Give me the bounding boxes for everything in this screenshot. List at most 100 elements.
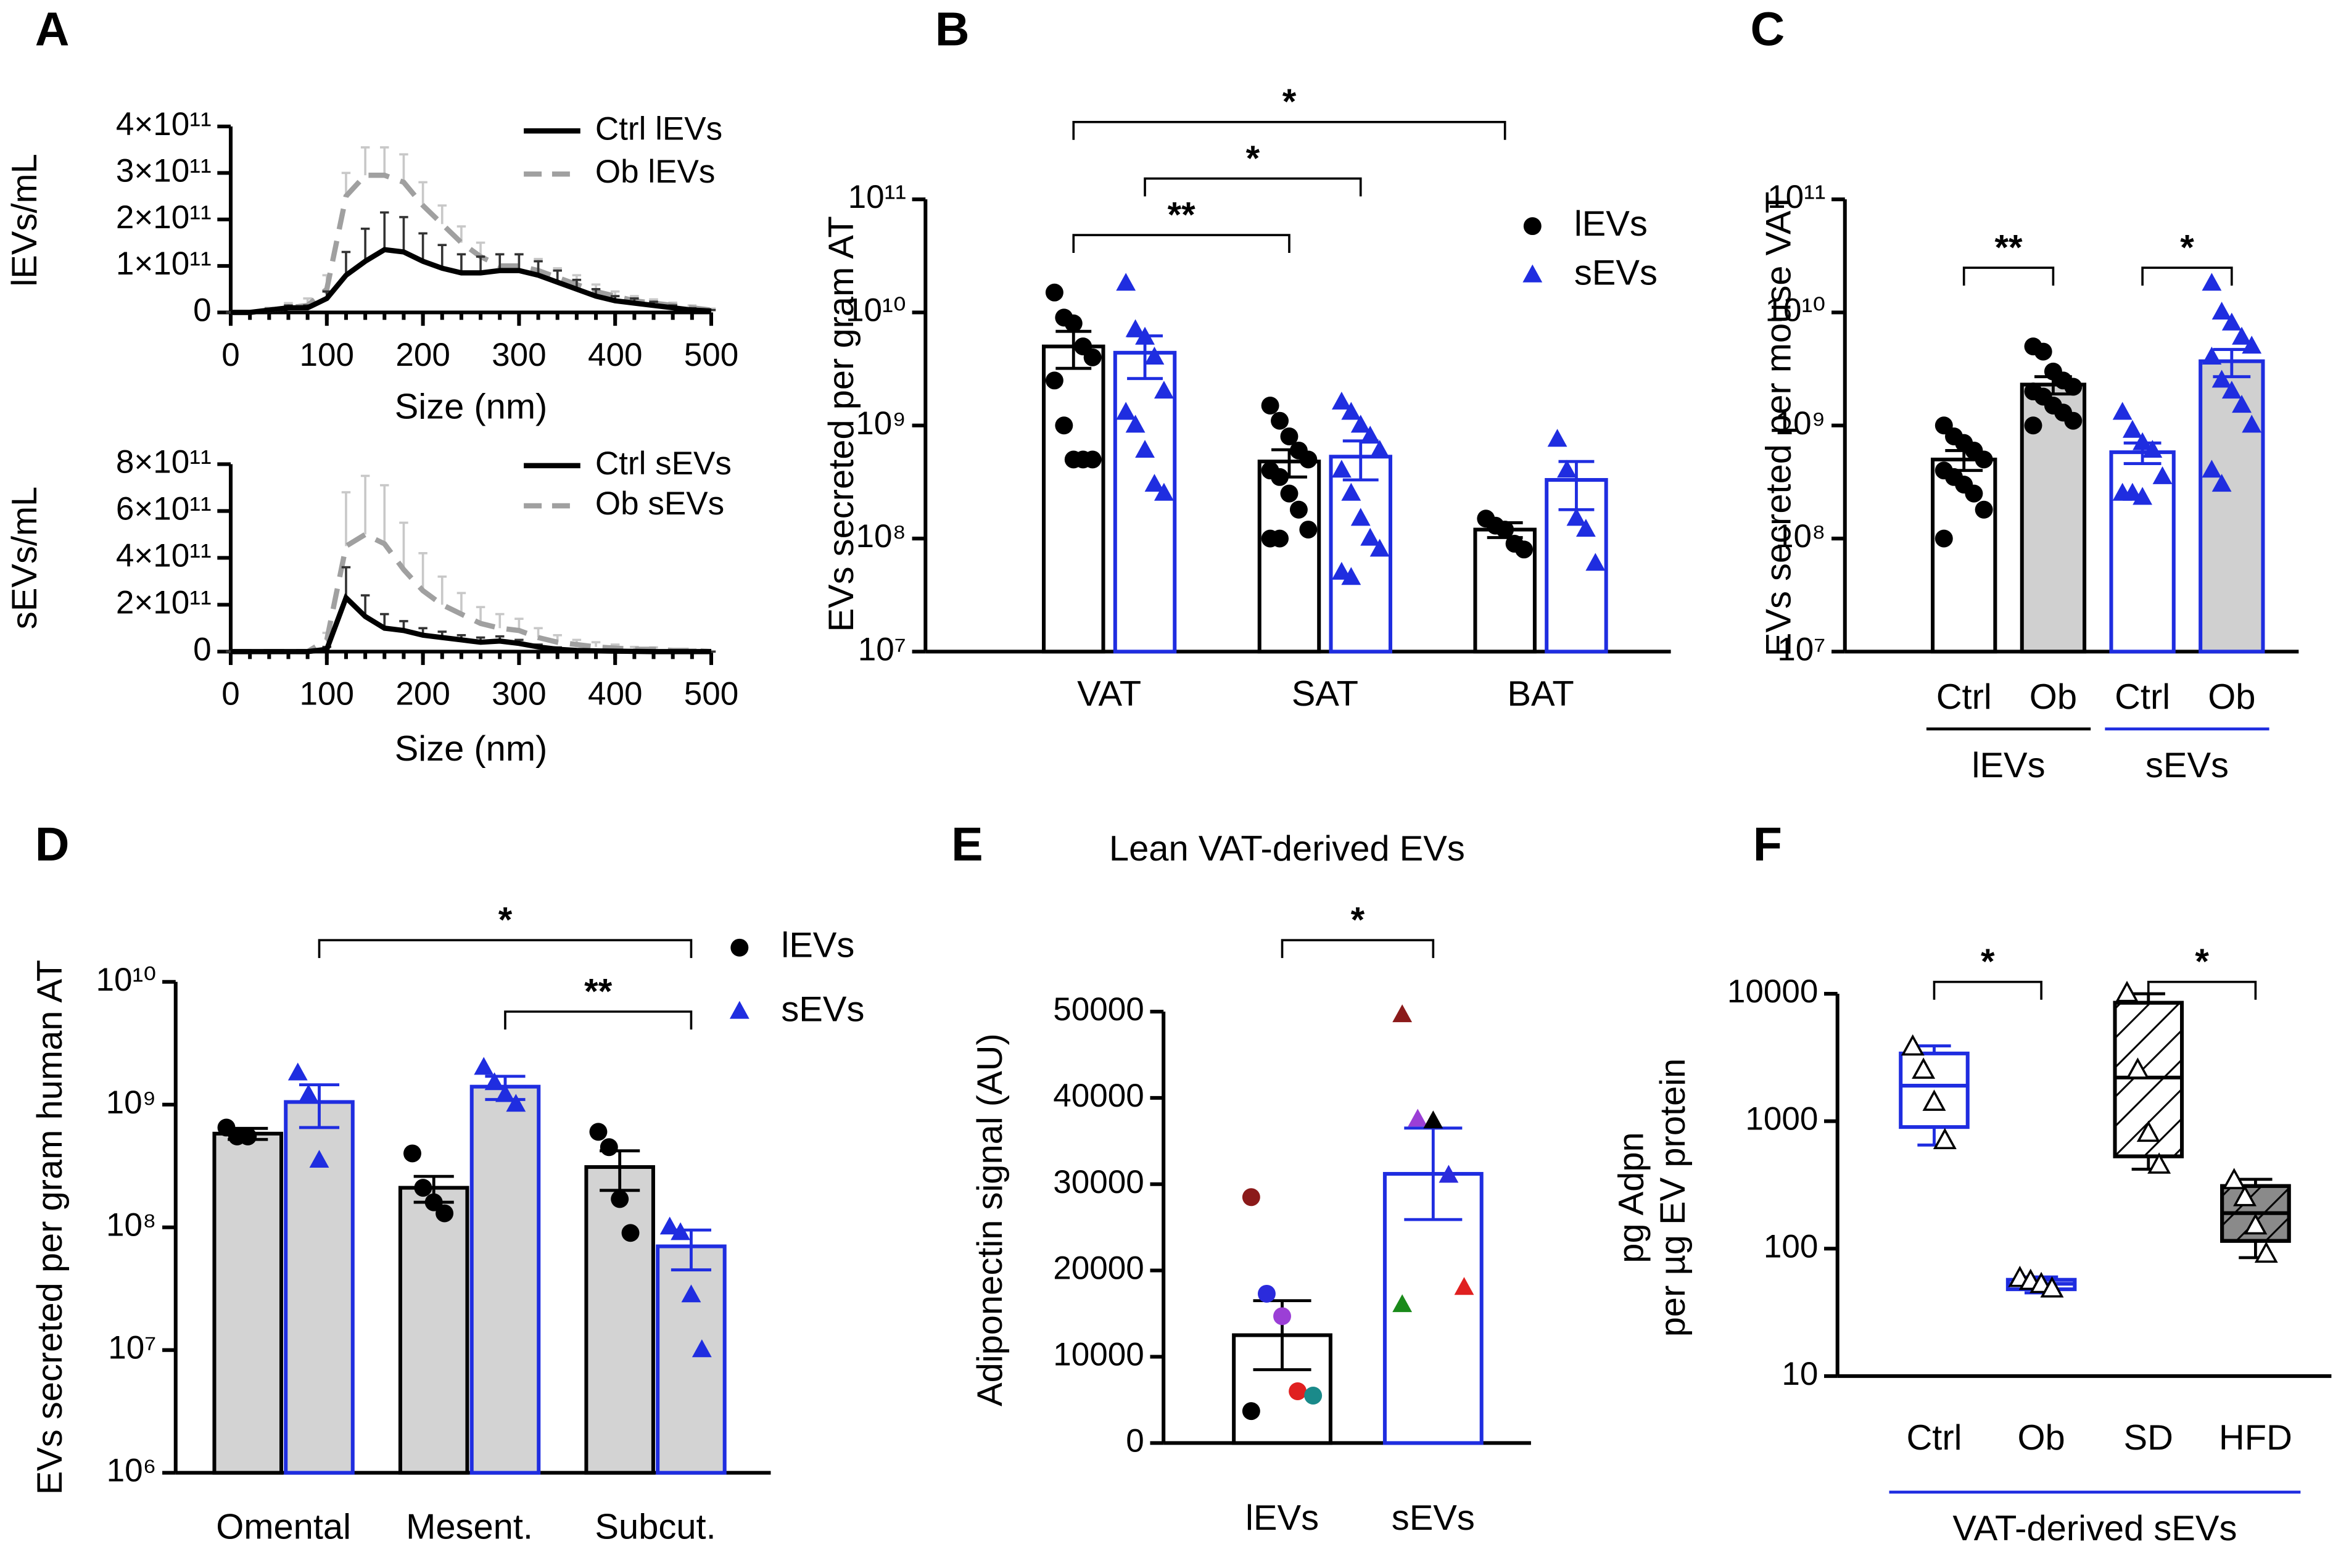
point [436, 1204, 454, 1223]
y-tick-label: 0 [193, 631, 212, 667]
panel-letter: B [935, 2, 970, 56]
y-tick-label: 10000 [1727, 973, 1819, 1010]
point [1547, 429, 1567, 447]
significance-bracket [2141, 266, 2233, 286]
point [1116, 402, 1136, 420]
point [506, 1094, 526, 1112]
bar [1113, 350, 1177, 654]
x-tick-label: Ctrl [2115, 677, 2170, 717]
significance-bracket [1962, 266, 2055, 286]
point [611, 1190, 629, 1208]
point [1299, 521, 1318, 539]
x-tick-label: Ob [2018, 1418, 2065, 1458]
point [1045, 371, 1063, 390]
point [1242, 1188, 1260, 1207]
point [1369, 538, 1390, 557]
y-tick-label: 10¹¹ [848, 179, 906, 215]
point [2126, 1057, 2150, 1079]
y-tick-label: 10¹⁰ [96, 962, 156, 998]
y-axis-label: sEVs/mL [5, 487, 44, 630]
chart-title: Lean VAT-derived EVs [1109, 829, 1465, 869]
panel-letter: F [1753, 818, 1782, 871]
panel-letter: C [1750, 2, 1785, 56]
point [589, 1123, 608, 1141]
point [1341, 567, 1361, 585]
x-tick-label: SD [2124, 1418, 2173, 1458]
x-tick-label: Omental [216, 1508, 351, 1547]
x-tick-label: Ctrl [1906, 1418, 1962, 1458]
point [2133, 487, 2153, 505]
point [2034, 342, 2052, 361]
point [2202, 460, 2222, 478]
x-tick-label: Mesent. [406, 1508, 533, 1547]
point [1055, 416, 1073, 435]
point [1116, 273, 1136, 291]
significance-bracket [1072, 120, 1506, 140]
significance-bracket [1281, 939, 1435, 959]
point [2211, 369, 2232, 388]
y-tick-label: 10⁹ [1775, 405, 1826, 442]
significance-label: * [1351, 901, 1365, 940]
point [1369, 440, 1390, 458]
x-tick-label: 400 [588, 337, 643, 373]
bar [2199, 359, 2265, 654]
point [621, 1224, 640, 1242]
significance-bracket [1072, 234, 1290, 253]
y-tick-label: 10⁶ [107, 1453, 157, 1489]
bar [469, 1084, 541, 1475]
point [1975, 450, 1993, 469]
series-line [231, 593, 711, 654]
y-axis-label: per µg EV protein [1653, 1058, 1693, 1337]
y-axis-label: pg Adpn [1612, 1132, 1651, 1263]
point [1299, 450, 1318, 469]
y-tick-label: 10⁷ [858, 631, 906, 667]
point [1125, 415, 1146, 433]
point [1360, 426, 1381, 444]
point [1423, 1110, 1443, 1129]
point [1261, 397, 1279, 415]
point [2142, 440, 2163, 458]
y-tick-label: 10⁷ [108, 1330, 156, 1366]
point [2254, 1241, 2278, 1263]
point [2122, 419, 2142, 438]
x-tick-label: 400 [588, 676, 643, 712]
point [1064, 314, 1083, 332]
legend-label: Ob sEVs [595, 485, 724, 522]
point [2152, 466, 2173, 484]
point [1289, 1382, 1307, 1400]
point [1271, 411, 1289, 430]
significance-bracket [504, 1010, 693, 1030]
legend-label: Ctrl sEVs [595, 445, 732, 482]
point [1935, 529, 1953, 548]
point [474, 1057, 494, 1075]
point [2211, 474, 2232, 492]
point [659, 1216, 680, 1235]
point [1341, 482, 1361, 501]
legend-label: sEVs [1574, 253, 1658, 292]
point [299, 1084, 319, 1102]
panel-letter: D [35, 818, 70, 871]
x-tick-label: 300 [492, 676, 547, 712]
y-tick-label: 1×10¹¹ [116, 246, 212, 282]
point [1975, 500, 1993, 519]
point [1135, 440, 1155, 458]
bar [1042, 344, 1105, 654]
point [1304, 1387, 1323, 1405]
bar [212, 1131, 284, 1475]
y-tick-label: 30000 [1053, 1164, 1144, 1200]
y-tick-label: 3×10¹¹ [116, 152, 212, 189]
panel-letter: E [951, 818, 983, 871]
y-tick-label: 50000 [1053, 991, 1144, 1028]
point [2115, 980, 2139, 1002]
point [2040, 1276, 2064, 1298]
y-tick-label: 10 [1782, 1356, 1818, 1392]
point [692, 1339, 712, 1358]
point [403, 1144, 421, 1163]
point [1331, 561, 1352, 580]
point [2147, 1152, 2171, 1174]
point [2221, 381, 2242, 399]
point [424, 1193, 443, 1211]
legend-label: Ctrl lEVs [595, 110, 722, 147]
point [1331, 391, 1352, 410]
point [1144, 347, 1165, 365]
